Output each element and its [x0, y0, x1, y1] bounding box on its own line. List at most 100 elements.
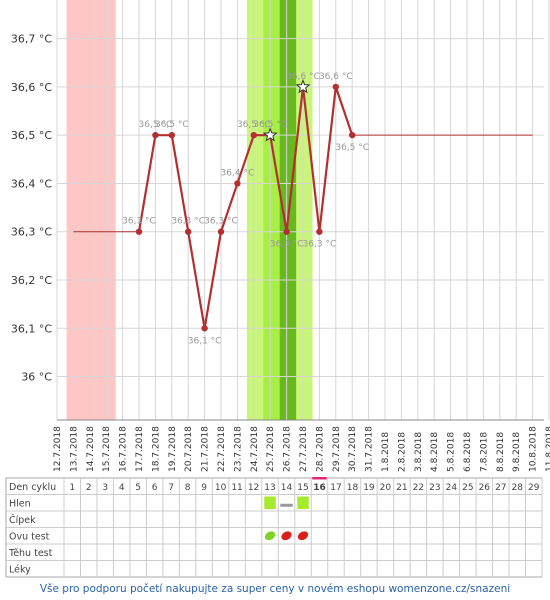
phase-band — [279, 0, 297, 420]
x-axis-labels: 12.7.2018 13.7.2018 14.7.2018 15.7.2018 16.7… — [53, 426, 550, 472]
cycle-table: Den cyklu Hlen Čípek Ovu test Těhu test Léky 1… — [5, 477, 543, 578]
temperature-point — [168, 131, 175, 139]
cycle-day: 2 — [86, 483, 92, 493]
promo-footer-link[interactable]: Vše pro podporu početí nakupujte za supe… — [39, 583, 511, 595]
x-tick-label: 31.7.2018 — [365, 426, 375, 472]
x-tick-label: 13.7.2018 — [69, 426, 79, 472]
x-tick-label: 5.8.2018 — [447, 432, 457, 472]
x-tick-label: 4.8.2018 — [430, 432, 440, 472]
data-label: 36,6 °C — [319, 72, 353, 82]
data-label: 36,4 °C — [221, 168, 255, 178]
x-tick-label: 23.7.2018 — [233, 426, 243, 472]
cycle-day: 19 — [363, 483, 375, 493]
data-label: 36,5 °C — [139, 120, 173, 130]
phase-bands — [66, 0, 313, 420]
cycle-day: 9 — [201, 483, 207, 493]
temperature-point — [135, 228, 143, 235]
cycle-day: 13 — [264, 483, 275, 493]
x-tick-label: 24.7.2018 — [250, 426, 260, 472]
current-cycle-day: 16 — [313, 483, 326, 493]
table-row-label: Léky — [9, 565, 31, 576]
cycle-day: 15 — [297, 483, 308, 493]
x-tick-label: 1.8.2018 — [381, 432, 391, 472]
x-tick-label: 30.7.2018 — [348, 426, 358, 472]
x-tick-label: 8.8.2018 — [496, 432, 506, 472]
data-label: 36,5 °C — [253, 120, 287, 130]
cycle-day: 11 — [231, 483, 242, 493]
temperature-point — [152, 131, 159, 139]
cycle-day: 7 — [168, 483, 174, 493]
mucus-mark — [297, 496, 309, 509]
data-label: 36,3 °C — [204, 217, 238, 227]
y-tick-label: 36 °C — [21, 371, 52, 384]
data-label: 36,1 °C — [188, 336, 222, 346]
cycle-day: 23 — [429, 483, 440, 493]
y-tick-label: 36,6 °C — [11, 81, 52, 94]
x-tick-label: 22.7.2018 — [217, 426, 227, 472]
data-label: 36,6 °C — [286, 72, 320, 82]
cycle-day: 4 — [119, 483, 125, 493]
cycle-day: 3 — [102, 483, 108, 493]
cycle-day: 1 — [69, 483, 75, 493]
x-tick-label: 2.8.2018 — [397, 432, 407, 472]
temperature-point — [201, 325, 208, 332]
x-tick-label: 16.7.2018 — [119, 426, 129, 472]
cycle-day: 28 — [512, 483, 524, 493]
ovulation-test-mark — [297, 531, 309, 541]
ovulation-test-mark — [264, 531, 276, 541]
cycle-day: 26 — [479, 483, 491, 493]
cycle-day: 14 — [281, 483, 293, 493]
y-tick-label: 36,2 °C — [11, 274, 52, 287]
data-label: 36,5 °C — [335, 143, 369, 153]
y-tick-label: 36,1 °C — [11, 322, 52, 335]
ovulation-star-point — [295, 78, 311, 94]
x-tick-label: 28.7.2018 — [315, 426, 325, 472]
cycle-day: 22 — [413, 483, 424, 493]
x-tick-label: 21.7.2018 — [201, 426, 211, 472]
x-tick-label: 25.7.2018 — [266, 426, 276, 472]
ovulation-test-mark — [281, 531, 292, 541]
data-label: 36,3 °C — [122, 217, 156, 227]
x-tick-label: 26.7.2018 — [283, 426, 293, 472]
data-label: 36,3 °C — [303, 240, 337, 250]
table-row-label: Den cyklu — [9, 482, 56, 493]
table-row-label: Těhu test — [8, 548, 53, 559]
temperature-point — [217, 228, 225, 235]
x-tick-label: 27.7.2018 — [299, 426, 309, 472]
ovulation-star-point — [262, 127, 278, 142]
cycle-day: 21 — [396, 483, 407, 493]
temperature-point — [349, 131, 356, 139]
cycle-day: 18 — [347, 483, 359, 493]
x-tick-label: 14.7.2018 — [86, 426, 96, 472]
temperature-point — [283, 228, 290, 235]
y-axis-labels: 36 °C 36,1 °C 36,2 °C 36,3 °C 36,4 °C 36,5 °C… — [11, 33, 52, 384]
x-tick-label: 18.7.2018 — [151, 426, 161, 472]
data-label: 36,5 °C — [155, 120, 189, 130]
x-tick-label: 15.7.2018 — [102, 426, 112, 472]
temperature-point — [332, 83, 339, 91]
phase-band — [66, 0, 116, 420]
temperature-point — [316, 228, 323, 235]
table-row-label: Ovu test — [9, 532, 50, 543]
x-tick-label: 3.8.2018 — [414, 432, 424, 472]
temperature-point — [185, 228, 192, 235]
mucus-mark — [264, 496, 276, 509]
x-tick-label: 6.8.2018 — [463, 432, 473, 472]
cycle-day: 27 — [495, 483, 506, 493]
x-tick-label: 19.7.2018 — [168, 426, 178, 472]
cycle-day: 25 — [462, 483, 473, 493]
x-tick-label: 12.7.2018 — [53, 426, 63, 472]
data-label: 36,3 °C — [171, 217, 205, 227]
temperature-point — [234, 180, 241, 187]
x-tick-label: 20.7.2018 — [184, 426, 194, 472]
temperature-series — [73, 85, 533, 330]
temperature-point — [250, 131, 257, 139]
temperature-points — [135, 78, 356, 332]
x-tick-label: 17.7.2018 — [135, 426, 145, 472]
current-day-marker — [312, 477, 327, 480]
temperature-line — [137, 85, 354, 330]
table-row-label: Hlen — [9, 499, 31, 510]
cycle-day: 20 — [380, 483, 392, 493]
cycle-day: 29 — [528, 483, 540, 493]
